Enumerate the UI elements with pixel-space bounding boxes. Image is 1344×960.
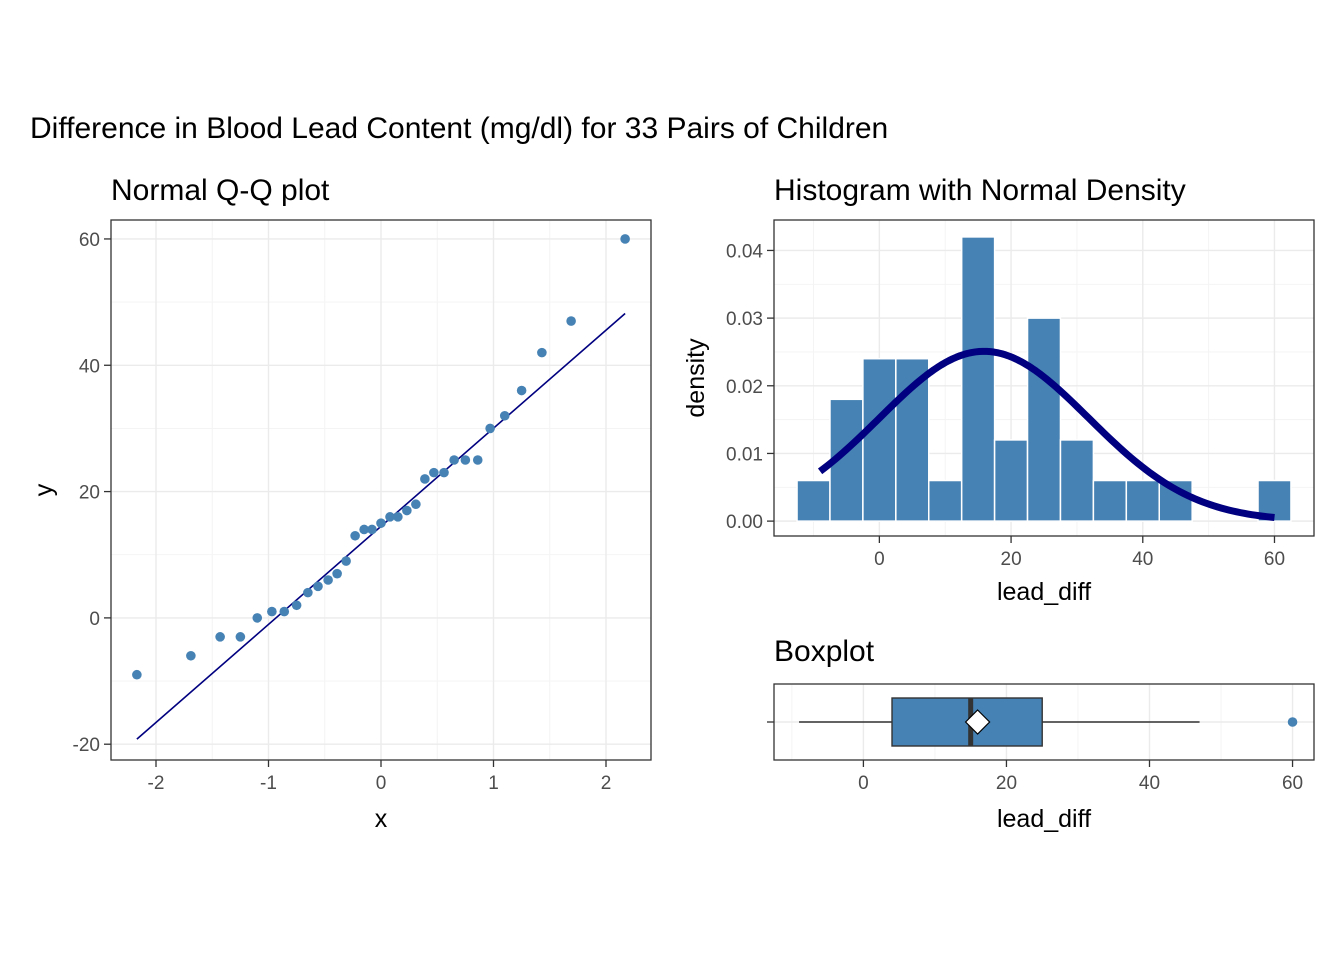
qq-y-tick-label: 20 [79,483,100,504]
qq-point [215,632,225,642]
qq-point [385,512,395,522]
boxplot-x-axis-label: lead_diff [997,805,1091,833]
qq-x-tick-label: -2 [148,773,165,794]
qq-point [566,316,576,326]
qq-point [393,512,403,522]
histogram-bar [1092,479,1128,522]
histogram-marks [796,236,1292,522]
qq-grid [111,220,651,760]
qq-y-tick-label: 60 [79,230,100,251]
histogram-x-tick-label: 60 [1264,549,1285,570]
histogram-panel-border [773,219,1315,537]
boxplot-marks [799,697,1298,747]
histogram-bar [1059,439,1095,522]
boxplot-x-tick-label: 0 [858,773,869,794]
qq-point [439,467,449,478]
boxplot-x-tick-label: 60 [1282,773,1303,794]
qq-point [359,524,369,535]
qq-y-tick-label: -20 [73,735,100,756]
histogram-bar [928,479,963,522]
histogram-title: Histogram with Normal Density [774,174,1186,207]
boxplot-x-tick-label: 40 [1139,773,1160,794]
qq-point [186,650,196,661]
histogram-x-tick-label: 40 [1132,549,1153,570]
histogram-bar [1026,317,1062,522]
histogram-bar [993,439,1029,522]
qq-point [279,606,290,617]
qq-point [485,423,495,434]
qq-point [303,587,313,598]
normal-density-curve [817,347,1275,521]
qq-point [376,518,386,528]
histogram-y-tick-label: 0.02 [726,377,763,398]
qq-point [235,632,246,642]
qq-y-axis-label: y [30,483,58,496]
histogram-bar [1125,479,1160,522]
qq-point [499,410,510,421]
qq-y-tick-label: 40 [79,356,100,377]
histogram-bar [796,479,831,522]
histogram-y-tick-label: 0.01 [726,444,763,465]
histogram-y-tick-label: 0.03 [726,309,763,330]
histogram-y-tick-label: 0.00 [726,512,763,533]
qq-plot: Normal Q-Q plot -2 -1 0 1 2 -20 0 20 40 60 x y [30,174,652,833]
qq-plot-title: Normal Q-Q plot [111,174,330,207]
qq-point [252,613,263,623]
qq-point [350,530,360,541]
qq-point [429,467,439,478]
qq-axes: -2 -1 0 1 2 -20 0 20 40 60 [73,230,612,794]
qq-point [449,455,459,465]
qq-point [420,474,430,484]
histogram-bar [960,236,996,522]
qq-x-tick-label: 0 [376,773,387,794]
histogram-x-tick-label: 20 [1001,549,1022,570]
histogram-x-tick-label: 0 [874,549,885,570]
qq-point [537,347,547,358]
boxplot-axes: 0 20 40 60 [767,721,1303,794]
qq-point [132,669,142,680]
histogram-y-axis-label: density [682,338,710,418]
qq-point [267,606,277,617]
histogram: Histogram with Normal Density 0 20 40 60 0.0… [682,174,1315,606]
qq-marks [132,234,630,740]
qq-point [402,505,412,516]
qq-y-tick-label: 0 [89,609,100,630]
qq-x-tick-label: -1 [260,773,277,794]
qq-point [472,455,483,465]
histogram-axes: 0 20 40 60 0.00 0.01 0.02 0.03 0.04 [726,241,1285,570]
histogram-bar [862,357,897,522]
histogram-y-tick-label: 0.04 [726,241,763,262]
histogram-x-axis-label: lead_diff [997,578,1091,606]
qq-point [620,234,630,244]
qq-point [313,581,323,592]
qq-point [367,524,377,535]
boxplot-x-tick-label: 20 [996,773,1017,794]
qq-point [516,385,527,396]
qq-point [332,568,342,579]
figure-title: Difference in Blood Lead Content (mg/dl)… [30,112,888,145]
boxplot-title: Boxplot [774,635,875,668]
qq-x-axis-label: x [375,805,388,833]
qq-point [323,575,333,585]
boxplot: Boxplot 0 20 40 60 lead_diff [767,635,1315,833]
qq-x-tick-label: 2 [601,773,612,794]
boxplot-mean-marker [964,709,991,735]
qq-point [291,600,302,611]
qq-point [460,455,471,465]
boxplot-outlier-point [1287,717,1298,727]
qq-x-tick-label: 1 [488,773,499,794]
qq-point [411,499,421,510]
qq-point [341,556,351,566]
